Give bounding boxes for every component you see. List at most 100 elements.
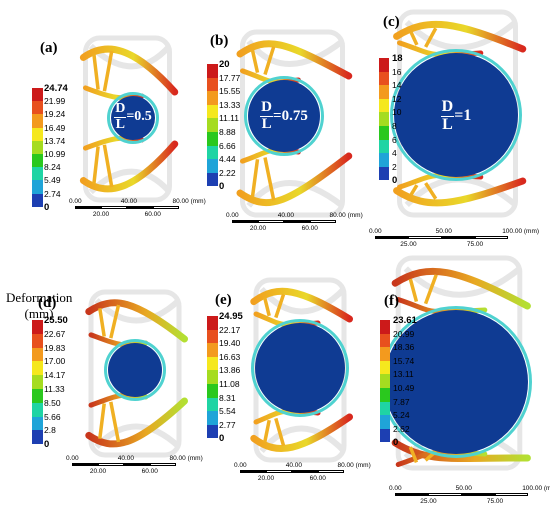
legend-tick: 13.33 [219, 99, 241, 110]
scale-segment [395, 493, 429, 496]
deformation-label: Deformation (mm) [6, 290, 72, 321]
legend-tick: 19.83 [44, 342, 66, 353]
ghost-arm-bottom-e [259, 425, 347, 454]
scale-label-top: 80.00 (mm) [169, 455, 203, 462]
arm-bottom-lower-b [236, 152, 353, 207]
legend-tick: 15.55 [219, 86, 241, 97]
scale-bar-e: 0.00 40.00 80.00 (mm) 20.00 60.00 [234, 462, 371, 484]
scale-label-bottom: 75.00 [486, 498, 504, 505]
legend-swatch [32, 193, 43, 207]
scale-label-bottom: 20.00 [89, 468, 107, 475]
legend-tick: 15.74 [393, 355, 415, 366]
legend-tick: 19.40 [219, 338, 241, 349]
legend-tick: 0 [44, 201, 50, 213]
scale-label-bottom: 60.00 [141, 468, 158, 475]
legend-swatch [207, 384, 218, 398]
legend-tick: 13.74 [44, 135, 66, 146]
legend-swatch [379, 71, 389, 86]
legend-tick: 2.77 [219, 419, 236, 430]
scale-label-top: 80.00 (mm) [172, 198, 206, 205]
legend-tick: 10.99 [44, 149, 66, 159]
arm-bottom-lower-c [393, 177, 527, 207]
scale-label-bottom: 20.00 [92, 211, 110, 218]
ghost-arm-top-a [88, 43, 172, 70]
ghost-arm-top-f [403, 266, 522, 298]
legend-swatch [379, 166, 389, 181]
contact-ring-e [251, 319, 349, 417]
arm-bottom-lower-f [391, 439, 531, 463]
scale-bar-f: 0.00 50.00 100.00 (mm) 25.00 75.00 [389, 485, 550, 507]
scale-segment [123, 463, 150, 466]
arm-bottom-brace-e [263, 417, 286, 447]
legend-swatch [207, 172, 218, 187]
legend-swatch [379, 85, 389, 99]
scale-segment [283, 220, 310, 223]
scale-segment [494, 493, 529, 496]
disk-c [394, 53, 518, 177]
legend-swatch [380, 333, 390, 348]
ghost-arm-top-b [246, 38, 345, 67]
ratio-label-b: D L =0.75 [254, 99, 314, 133]
arm-top-brace-f [408, 274, 438, 305]
scale-bar-a: 0.00 40.00 80.00 (mm) 20.00 60.00 [69, 198, 206, 220]
arm-bottom-brace-c [409, 182, 438, 200]
arm-top-upper-e [250, 287, 353, 323]
legend-tick: 2.62 [393, 423, 410, 434]
scale-label-top: 0.00 [389, 485, 402, 492]
legend-swatch [379, 58, 389, 72]
legend-swatch [32, 101, 43, 115]
scale-label-bottom: 25.00 [400, 241, 417, 248]
structure-f [380, 255, 532, 471]
scale-segment [149, 463, 176, 466]
legend-swatch [207, 329, 218, 344]
scale-label-bottom: 60.00 [309, 475, 326, 482]
legend-swatch [207, 132, 218, 146]
legend-swatch [32, 140, 43, 154]
arm-bottom-brace-b [250, 157, 276, 201]
arm-bottom-brace-a [92, 144, 114, 188]
scale-label-top: 0.00 [66, 455, 79, 462]
legend-swatch [207, 77, 218, 92]
legend-tick: 2.22 [219, 167, 236, 178]
ghost-outline-b [240, 29, 345, 218]
legend-tick: 22.17 [219, 324, 241, 335]
legend-tick: 5.49 [44, 175, 61, 186]
legend-swatch [379, 126, 389, 140]
arm-top-brace-c [409, 27, 438, 48]
arm-bottom-brace-d [98, 401, 121, 443]
legend-tick: 8.31 [219, 392, 236, 403]
arm-top-brace-d [98, 304, 121, 339]
scale-label-bottom: 60.00 [144, 211, 161, 218]
disk-d [108, 343, 162, 397]
legend-tick: 18.36 [393, 342, 415, 353]
legend-tick: 22.67 [44, 328, 66, 339]
legend-tick: 0 [44, 439, 50, 451]
scale-label-top: 0.00 [69, 198, 82, 205]
arm-top-upper-c [393, 20, 527, 53]
scale-bar-b: 0.00 40.00 80.00 (mm) 20.00 60.00 [226, 212, 363, 234]
scale-label-bottom: 60.00 [301, 225, 318, 232]
contact-ring-d [104, 339, 166, 401]
legend-tick: 18 [392, 53, 403, 64]
legend-tick: 0 [392, 175, 398, 187]
scale-label-top: 0.00 [226, 212, 239, 219]
legend-swatch [380, 428, 390, 443]
panel-label-c: (c) [383, 14, 400, 30]
legend-tick: 5.54 [219, 406, 236, 417]
legend-swatch [32, 88, 43, 102]
arm-top-upper-b [236, 40, 353, 80]
legend-tick: 10 [392, 107, 402, 118]
legend-tick: 14 [392, 80, 402, 91]
legend-swatch [32, 333, 43, 348]
legend-swatch [32, 154, 43, 168]
legend-tick: 8.88 [219, 127, 236, 137]
scale-segment [97, 463, 124, 466]
scale-label-top: 40.00 [285, 462, 303, 469]
legend-swatch [207, 104, 218, 119]
scale-segment [232, 220, 258, 223]
legend-tick: 6.66 [219, 140, 236, 151]
scale-label-top: 50.00 [435, 228, 452, 235]
legend-swatch [207, 159, 218, 173]
ratio-label-c: D L =1 [426, 98, 486, 134]
